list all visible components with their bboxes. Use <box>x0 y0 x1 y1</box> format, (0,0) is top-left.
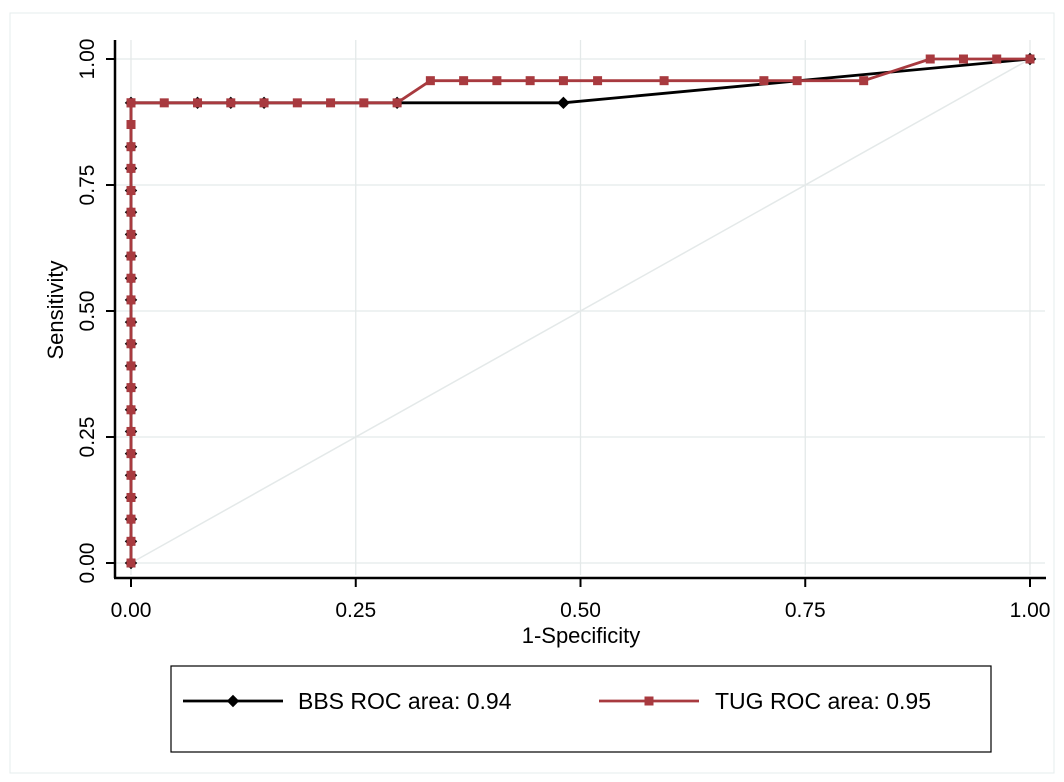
data-point <box>193 98 203 108</box>
x-tick-label: 0.75 <box>785 599 826 622</box>
legend-items: BBS ROC area: 0.94 TUG ROC area: 0.95 <box>183 688 931 714</box>
data-point <box>1025 54 1035 64</box>
data-point <box>792 76 802 86</box>
legend-marker <box>644 696 654 706</box>
data-point <box>126 98 136 108</box>
x-axis-title: 1-Specificity <box>522 623 641 648</box>
y-tick-label: 0.25 <box>76 417 99 458</box>
data-point <box>126 470 136 480</box>
data-point <box>126 317 136 327</box>
plot-region-frame <box>9 12 1055 774</box>
x-tick-label: 1.00 <box>1010 599 1051 622</box>
y-tick-label: 0.50 <box>76 291 99 332</box>
y-tick-label: 0.00 <box>76 543 99 584</box>
data-point <box>126 186 136 196</box>
data-point <box>126 251 136 261</box>
legend-item-1: BBS ROC area: 0.94 <box>183 688 512 714</box>
data-point <box>126 536 136 546</box>
data-point <box>126 426 136 436</box>
legend: BBS ROC area: 0.94 TUG ROC area: 0.95 <box>170 665 992 753</box>
data-point <box>525 76 535 86</box>
data-point <box>126 120 136 130</box>
series-2 <box>126 54 1035 568</box>
legend-label: TUG ROC area: 0.95 <box>715 688 931 714</box>
x-tick-label: 0.25 <box>335 599 376 622</box>
y-tick-label: 0.75 <box>76 165 99 206</box>
legend-label: BBS ROC area: 0.94 <box>298 688 512 714</box>
x-tick-label: 0.50 <box>560 599 601 622</box>
data-point <box>126 163 136 173</box>
data-point <box>126 514 136 524</box>
reference-diagonal <box>130 58 1031 564</box>
legend-item-2: TUG ROC area: 0.95 <box>599 688 931 714</box>
data-point <box>392 98 402 108</box>
grid-layer <box>115 40 1045 575</box>
data-point <box>557 96 570 110</box>
data-point <box>126 229 136 239</box>
data-point <box>326 98 336 108</box>
data-point <box>126 558 136 568</box>
data-point <box>925 54 935 64</box>
data-point <box>759 76 769 86</box>
data-point <box>126 405 136 415</box>
y-tick-label: 1.00 <box>76 39 99 80</box>
data-point <box>359 98 369 108</box>
data-point <box>126 449 136 459</box>
data-point <box>126 273 136 283</box>
data-point <box>425 76 435 86</box>
data-point <box>126 361 136 371</box>
data-point <box>259 98 269 108</box>
legend-box <box>170 665 992 753</box>
data-point <box>558 76 568 86</box>
data-point <box>659 76 669 86</box>
data-point <box>126 295 136 305</box>
data-point <box>992 54 1002 64</box>
data-point <box>459 76 469 86</box>
axis-layer: 0.00 0.25 0.50 0.75 1.00 0.00 0.25 0.50 0.75 1.00 <box>76 39 1050 622</box>
series-layer <box>124 52 1037 570</box>
data-point <box>593 76 603 86</box>
data-point <box>958 54 968 64</box>
data-point <box>126 492 136 502</box>
data-point <box>126 207 136 217</box>
data-point <box>126 383 136 393</box>
data-point <box>126 142 136 152</box>
data-point <box>226 98 236 108</box>
legend-marker <box>226 694 240 708</box>
data-point <box>492 76 502 86</box>
data-point <box>859 76 869 86</box>
data-point <box>126 339 136 349</box>
data-point <box>292 98 302 108</box>
y-axis-title: Sensitivity <box>43 260 68 359</box>
data-point <box>159 98 169 108</box>
x-tick-label: 0.00 <box>111 599 152 622</box>
